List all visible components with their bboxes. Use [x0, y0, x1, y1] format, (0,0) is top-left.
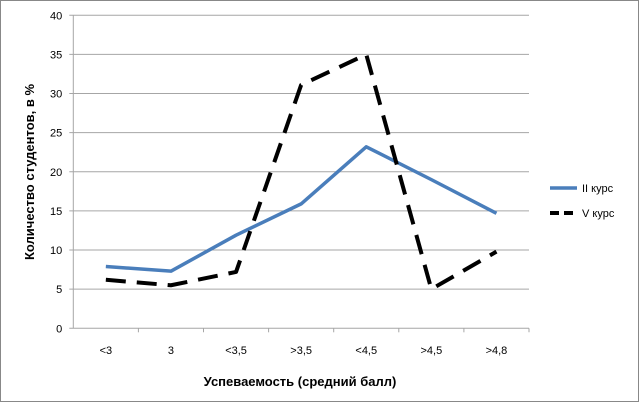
legend-label: II курс: [582, 183, 614, 195]
x-tick-label: >4,8: [486, 345, 508, 357]
legend: II курс V курс: [550, 183, 615, 220]
series-line-1: [105, 145, 498, 273]
y-tick-label: 35: [50, 49, 62, 61]
y-axis-title: Количество студентов, в %: [22, 84, 37, 260]
x-tick-label: <3: [100, 345, 113, 357]
y-tick-label: 10: [50, 245, 62, 257]
y-tick-label: 40: [50, 10, 62, 22]
x-axis-title: Успеваемость (средний балл): [204, 374, 397, 389]
x-tick-label: 3: [168, 345, 174, 357]
y-tick-label: 0: [56, 323, 62, 335]
y-tick-label: 15: [50, 206, 62, 218]
legend-label: V курс: [582, 208, 615, 220]
x-tick-label: >3,5: [290, 345, 312, 357]
y-tick-label: 30: [50, 89, 62, 101]
x-tick-label: <4,5: [355, 345, 377, 357]
y-tick-label: 20: [50, 167, 62, 179]
y-tick-label: 25: [50, 128, 62, 140]
x-tick-label: >4,5: [420, 345, 442, 357]
x-tick-label: <3,5: [225, 345, 247, 357]
y-tick-label: 5: [56, 284, 62, 296]
